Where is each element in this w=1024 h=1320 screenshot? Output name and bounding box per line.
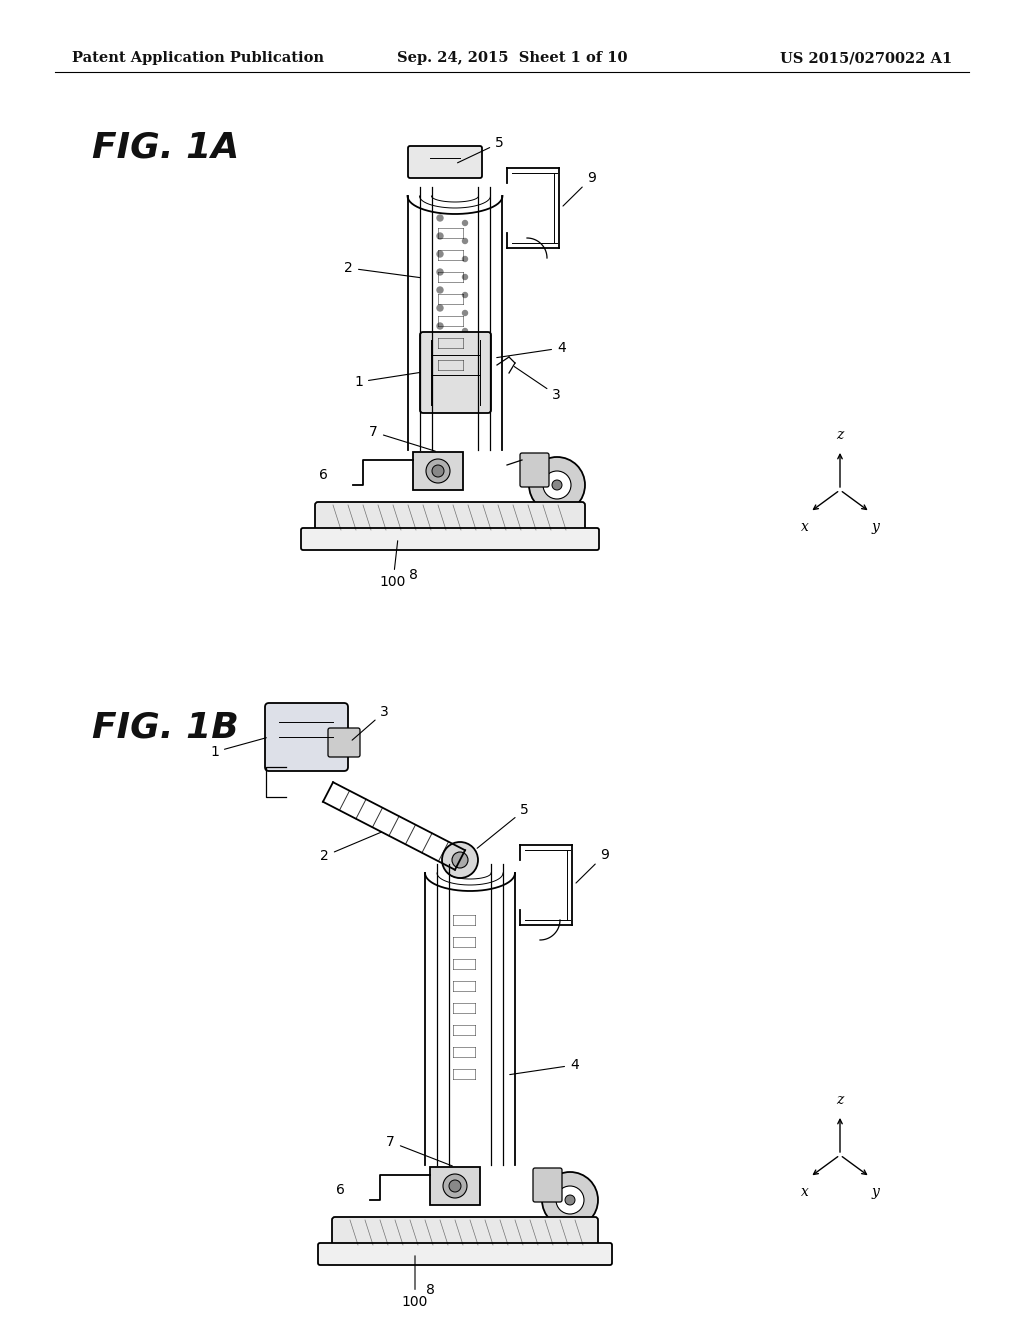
Circle shape bbox=[463, 293, 468, 297]
Text: 6: 6 bbox=[336, 1183, 345, 1197]
Circle shape bbox=[463, 239, 468, 243]
Text: Sep. 24, 2015  Sheet 1 of 10: Sep. 24, 2015 Sheet 1 of 10 bbox=[396, 51, 628, 65]
Text: 3: 3 bbox=[352, 705, 389, 741]
Text: y: y bbox=[871, 520, 879, 535]
Text: 2: 2 bbox=[344, 261, 420, 277]
Text: 1: 1 bbox=[354, 372, 420, 389]
Circle shape bbox=[556, 1185, 584, 1214]
FancyBboxPatch shape bbox=[332, 1217, 598, 1247]
Text: z: z bbox=[837, 1093, 844, 1107]
Circle shape bbox=[552, 480, 562, 490]
FancyBboxPatch shape bbox=[265, 704, 348, 771]
Text: 9: 9 bbox=[563, 172, 596, 206]
Text: 4: 4 bbox=[510, 1059, 579, 1074]
Text: 8: 8 bbox=[409, 568, 418, 582]
Text: 1: 1 bbox=[210, 738, 266, 759]
Circle shape bbox=[463, 256, 468, 261]
Text: 8: 8 bbox=[426, 1283, 434, 1298]
FancyBboxPatch shape bbox=[315, 502, 585, 533]
Circle shape bbox=[463, 329, 468, 334]
FancyBboxPatch shape bbox=[301, 528, 599, 550]
Text: Patent Application Publication: Patent Application Publication bbox=[72, 51, 324, 65]
Text: 2: 2 bbox=[321, 832, 381, 863]
Text: 3: 3 bbox=[514, 367, 561, 403]
Circle shape bbox=[432, 465, 444, 477]
Bar bbox=[430, 1167, 480, 1205]
Text: FIG. 1B: FIG. 1B bbox=[92, 711, 239, 744]
Circle shape bbox=[442, 842, 478, 878]
FancyBboxPatch shape bbox=[534, 1168, 562, 1203]
Circle shape bbox=[437, 323, 443, 329]
Text: x: x bbox=[801, 520, 809, 535]
Text: z: z bbox=[837, 428, 844, 442]
Circle shape bbox=[437, 215, 443, 220]
Text: x: x bbox=[801, 1185, 809, 1199]
Text: 100: 100 bbox=[380, 541, 407, 589]
Circle shape bbox=[565, 1195, 575, 1205]
FancyBboxPatch shape bbox=[328, 729, 360, 756]
Text: 7: 7 bbox=[370, 425, 435, 451]
Circle shape bbox=[443, 1173, 467, 1199]
FancyBboxPatch shape bbox=[318, 1243, 612, 1265]
Circle shape bbox=[463, 275, 468, 280]
FancyBboxPatch shape bbox=[408, 147, 482, 178]
Circle shape bbox=[437, 305, 443, 312]
Text: FIG. 1A: FIG. 1A bbox=[92, 131, 240, 165]
Circle shape bbox=[463, 220, 468, 226]
Circle shape bbox=[542, 1172, 598, 1228]
Text: 6: 6 bbox=[319, 469, 328, 482]
Text: 4: 4 bbox=[497, 341, 565, 358]
Text: y: y bbox=[871, 1185, 879, 1199]
FancyBboxPatch shape bbox=[520, 453, 549, 487]
Circle shape bbox=[426, 459, 450, 483]
Text: 5: 5 bbox=[458, 136, 504, 162]
Text: 5: 5 bbox=[477, 803, 528, 849]
Text: US 2015/0270022 A1: US 2015/0270022 A1 bbox=[779, 51, 952, 65]
Circle shape bbox=[543, 471, 571, 499]
Circle shape bbox=[437, 251, 443, 257]
Text: 9: 9 bbox=[575, 847, 609, 883]
Text: 7: 7 bbox=[386, 1135, 453, 1166]
Circle shape bbox=[437, 269, 443, 275]
Circle shape bbox=[452, 851, 468, 869]
Bar bbox=[413, 451, 463, 490]
Text: 100: 100 bbox=[401, 1255, 428, 1309]
Circle shape bbox=[529, 457, 585, 513]
Circle shape bbox=[437, 234, 443, 239]
Circle shape bbox=[449, 1180, 461, 1192]
Circle shape bbox=[463, 310, 468, 315]
Circle shape bbox=[437, 286, 443, 293]
FancyBboxPatch shape bbox=[420, 333, 490, 413]
